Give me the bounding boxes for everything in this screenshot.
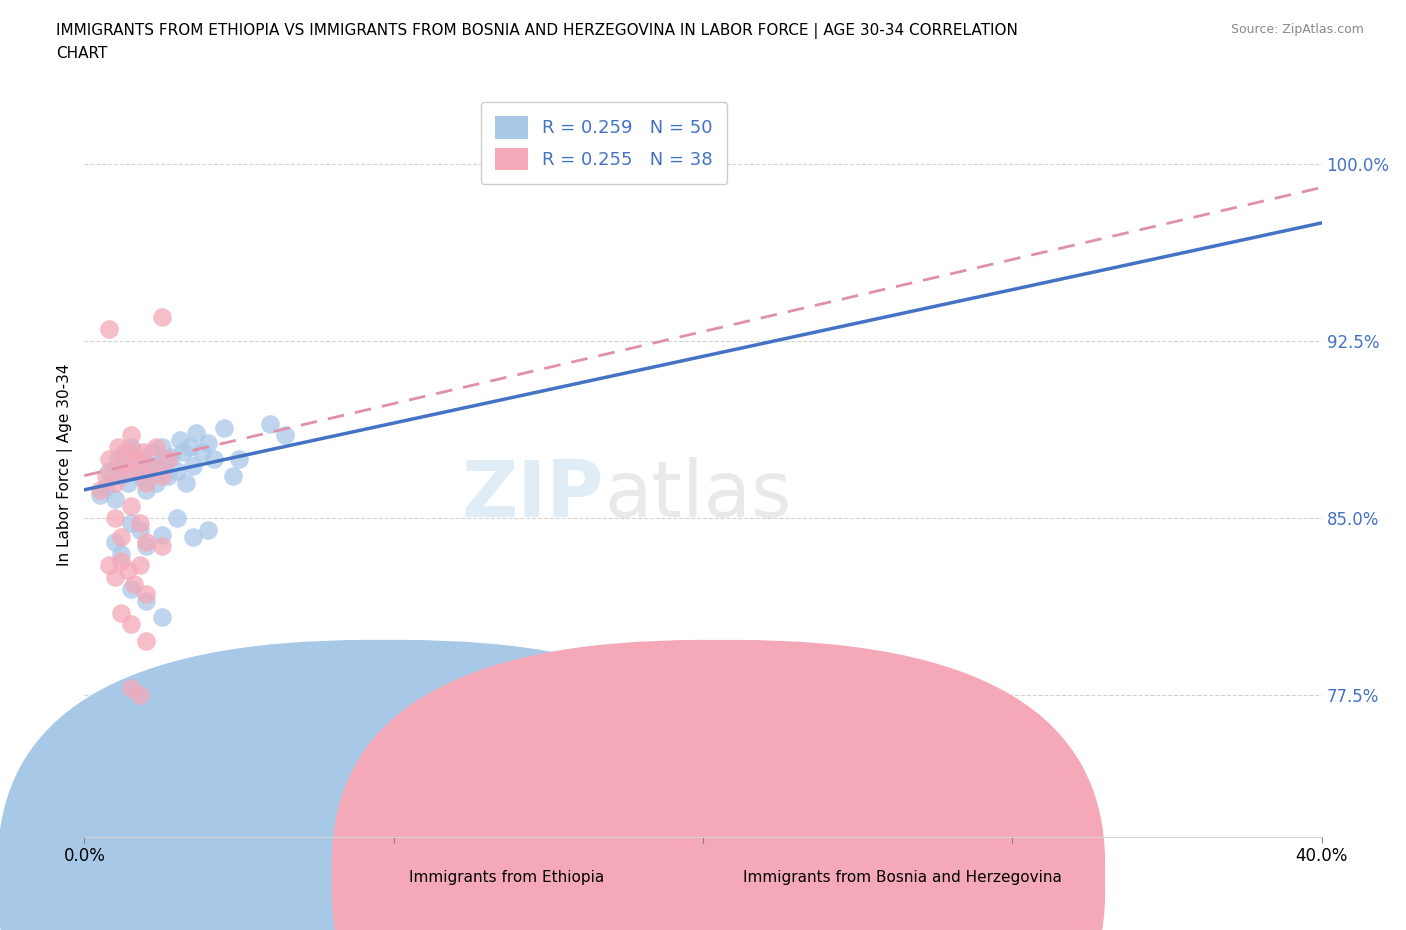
Point — [110, 605, 132, 620]
Text: Immigrants from Ethiopia: Immigrants from Ethiopia — [409, 870, 603, 885]
Point — [160, 449, 183, 464]
Point — [125, 458, 148, 473]
Point — [104, 492, 127, 507]
Point — [120, 681, 142, 696]
Point — [176, 475, 198, 490]
Point — [184, 426, 207, 441]
Point — [120, 581, 142, 596]
Point — [104, 511, 127, 525]
Point — [107, 440, 129, 455]
Point — [122, 577, 145, 591]
Text: IMMIGRANTS FROM ETHIOPIA VS IMMIGRANTS FROM BOSNIA AND HERZEGOVINA IN LABOR FORC: IMMIGRANTS FROM ETHIOPIA VS IMMIGRANTS F… — [56, 23, 1018, 39]
FancyBboxPatch shape — [0, 640, 770, 930]
Point — [153, 452, 176, 467]
Point — [120, 440, 142, 455]
Point — [197, 435, 219, 450]
Point — [135, 483, 157, 498]
Point — [150, 539, 173, 554]
Point — [94, 468, 117, 483]
Point — [104, 475, 127, 490]
Point — [150, 610, 173, 625]
Point — [141, 458, 163, 473]
Point — [135, 475, 157, 490]
Point — [114, 445, 136, 459]
Point — [89, 487, 111, 502]
Point — [228, 452, 250, 467]
Point — [129, 688, 152, 703]
Point — [110, 458, 132, 473]
Point — [135, 633, 157, 648]
Point — [89, 483, 111, 498]
Point — [120, 617, 142, 631]
Point — [117, 563, 139, 578]
Point — [212, 421, 235, 436]
Point — [117, 475, 139, 490]
Text: Source: ZipAtlas.com: Source: ZipAtlas.com — [1230, 23, 1364, 36]
Point — [135, 593, 157, 608]
Point — [169, 432, 191, 447]
Text: atlas: atlas — [605, 457, 792, 533]
Point — [145, 440, 167, 455]
Point — [166, 463, 188, 478]
Point — [120, 515, 142, 530]
Point — [148, 458, 170, 473]
Point — [122, 449, 145, 464]
Point — [135, 535, 157, 550]
Point — [181, 529, 204, 544]
Text: Immigrants from Bosnia and Herzegovina: Immigrants from Bosnia and Herzegovina — [742, 870, 1062, 885]
Point — [145, 475, 167, 490]
Point — [172, 445, 194, 459]
Point — [150, 468, 173, 483]
Point — [117, 463, 139, 478]
Point — [132, 445, 155, 459]
Point — [129, 463, 152, 478]
FancyBboxPatch shape — [332, 640, 1105, 930]
Point — [122, 445, 145, 459]
Text: ZIP: ZIP — [461, 457, 605, 533]
Point — [129, 558, 152, 573]
Legend: R = 0.259   N = 50, R = 0.255   N = 38: R = 0.259 N = 50, R = 0.255 N = 38 — [481, 102, 727, 184]
Point — [202, 452, 225, 467]
Point — [104, 570, 127, 585]
Point — [150, 440, 173, 455]
Point — [138, 463, 160, 478]
Point — [197, 523, 219, 538]
Point — [150, 527, 173, 542]
Point — [191, 445, 214, 459]
Point — [129, 515, 152, 530]
Point — [98, 463, 121, 478]
Point — [135, 539, 157, 554]
Y-axis label: In Labor Force | Age 30-34: In Labor Force | Age 30-34 — [58, 364, 73, 566]
Point — [94, 480, 117, 495]
Point — [222, 468, 245, 483]
Point — [150, 310, 173, 325]
Point — [107, 452, 129, 467]
Point — [98, 558, 121, 573]
Point — [259, 417, 281, 432]
Point — [141, 445, 163, 459]
Point — [98, 452, 121, 467]
Point — [166, 511, 188, 525]
Text: CHART: CHART — [56, 46, 108, 61]
Point — [120, 428, 142, 443]
Point — [156, 452, 179, 467]
Point — [104, 535, 127, 550]
Point — [110, 553, 132, 568]
Point — [129, 523, 152, 538]
Point — [125, 452, 148, 467]
Point — [274, 428, 297, 443]
Point — [129, 468, 152, 483]
Point — [114, 458, 136, 473]
Point — [181, 458, 204, 473]
Point — [110, 529, 132, 544]
Point — [156, 468, 179, 483]
Point — [166, 739, 188, 754]
Point — [98, 322, 121, 337]
Point — [135, 586, 157, 601]
Point — [110, 546, 132, 561]
Point — [120, 498, 142, 513]
Point — [179, 440, 201, 455]
Point — [132, 452, 155, 467]
Point — [110, 468, 132, 483]
